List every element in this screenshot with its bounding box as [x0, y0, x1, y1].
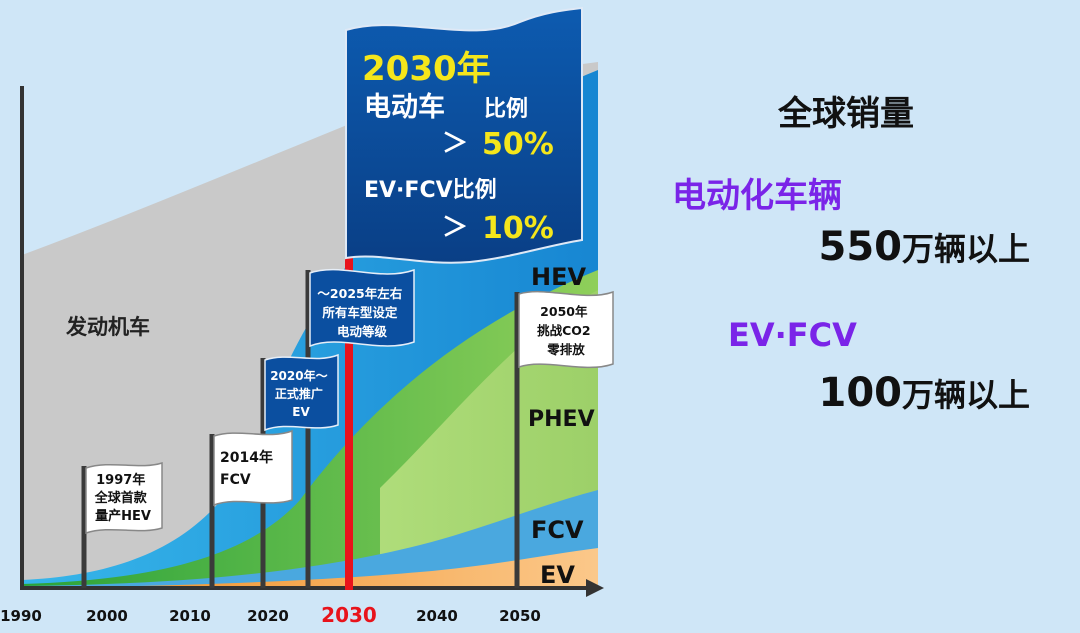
- flag-1997-line1: 1997年: [96, 472, 145, 488]
- big-flag-2030: [345, 6, 583, 264]
- big-flag-line1: 电动车: [364, 91, 445, 123]
- flag-2014: [213, 429, 293, 507]
- x-axis-arrow: [586, 579, 604, 597]
- svg-text:2020年～ 正式推广 EV: 2020年～ 正式推广 EV: [270, 368, 332, 419]
- year-2040: 2040: [416, 607, 458, 625]
- label-hev: HEV: [531, 263, 586, 291]
- big-flag-gt2: ＞: [442, 213, 468, 243]
- flag-2025-line2: 所有车型设定: [322, 305, 398, 320]
- flag-2050-line3: 零排放: [546, 342, 585, 357]
- year-2000: 2000: [86, 607, 128, 625]
- evfcv-label: EV·FCV: [728, 316, 857, 354]
- summary-title: 全球销量: [778, 94, 914, 134]
- big-flag-value2: 10%: [482, 211, 554, 246]
- electrified-unit: 万辆以上: [901, 230, 1030, 268]
- year-2010: 2010: [169, 607, 211, 625]
- flag-1997-line3: 量产HEV: [95, 508, 151, 524]
- svg-text:1997年 全球首款 量产HEV: 1997年 全球首款 量产HEV: [94, 472, 152, 524]
- flag-2014-line2: FCV: [220, 472, 251, 488]
- flag-2020-line1: 2020年～: [270, 368, 327, 383]
- year-1990: 1990: [0, 607, 42, 625]
- label-phev: PHEV: [528, 407, 595, 432]
- year-2020: 2020: [247, 607, 289, 625]
- evfcv-unit: 万辆以上: [901, 376, 1030, 414]
- big-flag-line1b: 比例: [484, 97, 528, 122]
- evfcv-value: 100: [818, 370, 902, 416]
- flag-2025: [309, 268, 415, 348]
- flag-2020-line2: 正式推广: [275, 386, 323, 401]
- electrified-value: 550: [818, 224, 902, 270]
- label-ev: EV: [540, 561, 575, 589]
- flag-2020-line3: EV: [292, 405, 310, 419]
- big-flag-value1: 50%: [482, 127, 554, 162]
- evfcv-value-row: 100万辆以上: [818, 370, 1030, 416]
- big-flag-gt1: ＞: [442, 129, 468, 159]
- label-fcv: FCV: [531, 516, 584, 544]
- flag-2025-line3: 电动等级: [337, 324, 388, 339]
- flag-2014-line1: 2014年: [220, 449, 273, 466]
- sales-summary-panel: 全球销量 电动化车辆 550万辆以上 EV·FCV 100万辆以上: [640, 0, 1080, 633]
- big-flag-line2: EV·FCV比例: [364, 178, 497, 203]
- flag-1997-line2: 全球首款: [94, 490, 148, 506]
- svg-text:2050年 挑战CO2 零排放: 2050年 挑战CO2 零排放: [537, 304, 595, 357]
- flag-2020: [264, 353, 339, 432]
- label-engine: 发动机车: [65, 315, 150, 339]
- year-2050: 2050: [499, 607, 541, 625]
- flag-1997: [85, 461, 163, 535]
- electrified-label: 电动化车辆: [672, 176, 842, 216]
- flag-2050-line1: 2050年: [540, 304, 588, 319]
- flag-2050-line2: 挑战CO2: [537, 323, 591, 338]
- flag-2050: [518, 290, 614, 369]
- big-flag-year: 2030年: [362, 49, 491, 89]
- svg-text:～2025年左右 所有车型设定 电动等级: ～2025年左右 所有车型设定 电动等级: [317, 286, 406, 339]
- fcv-area: [22, 490, 598, 588]
- svg-text:2014年 FCV: 2014年 FCV: [220, 449, 278, 488]
- electrified-value-row: 550万辆以上: [818, 224, 1030, 270]
- flag-2025-line1: ～2025年左右: [317, 286, 402, 301]
- ev-area: [22, 548, 598, 588]
- year-2030: 2030: [321, 603, 377, 627]
